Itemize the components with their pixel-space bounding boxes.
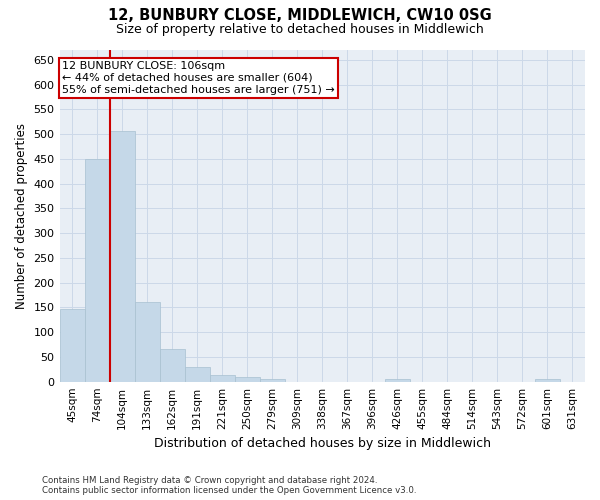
Bar: [110, 130, 134, 382]
X-axis label: Distribution of detached houses by size in Middlewich: Distribution of detached houses by size …: [154, 437, 491, 450]
Bar: [535, 379, 560, 382]
Bar: [209, 374, 235, 382]
Bar: [385, 379, 410, 382]
Bar: [185, 367, 209, 382]
Bar: [235, 377, 260, 382]
Bar: [59, 309, 85, 382]
Bar: [85, 159, 110, 382]
Bar: [260, 379, 285, 382]
Text: Size of property relative to detached houses in Middlewich: Size of property relative to detached ho…: [116, 22, 484, 36]
Text: 12 BUNBURY CLOSE: 106sqm
← 44% of detached houses are smaller (604)
55% of semi-: 12 BUNBURY CLOSE: 106sqm ← 44% of detach…: [62, 62, 335, 94]
Bar: [160, 348, 185, 382]
Text: Contains HM Land Registry data © Crown copyright and database right 2024.
Contai: Contains HM Land Registry data © Crown c…: [42, 476, 416, 495]
Bar: [134, 302, 160, 382]
Text: 12, BUNBURY CLOSE, MIDDLEWICH, CW10 0SG: 12, BUNBURY CLOSE, MIDDLEWICH, CW10 0SG: [108, 8, 492, 22]
Y-axis label: Number of detached properties: Number of detached properties: [15, 123, 28, 309]
